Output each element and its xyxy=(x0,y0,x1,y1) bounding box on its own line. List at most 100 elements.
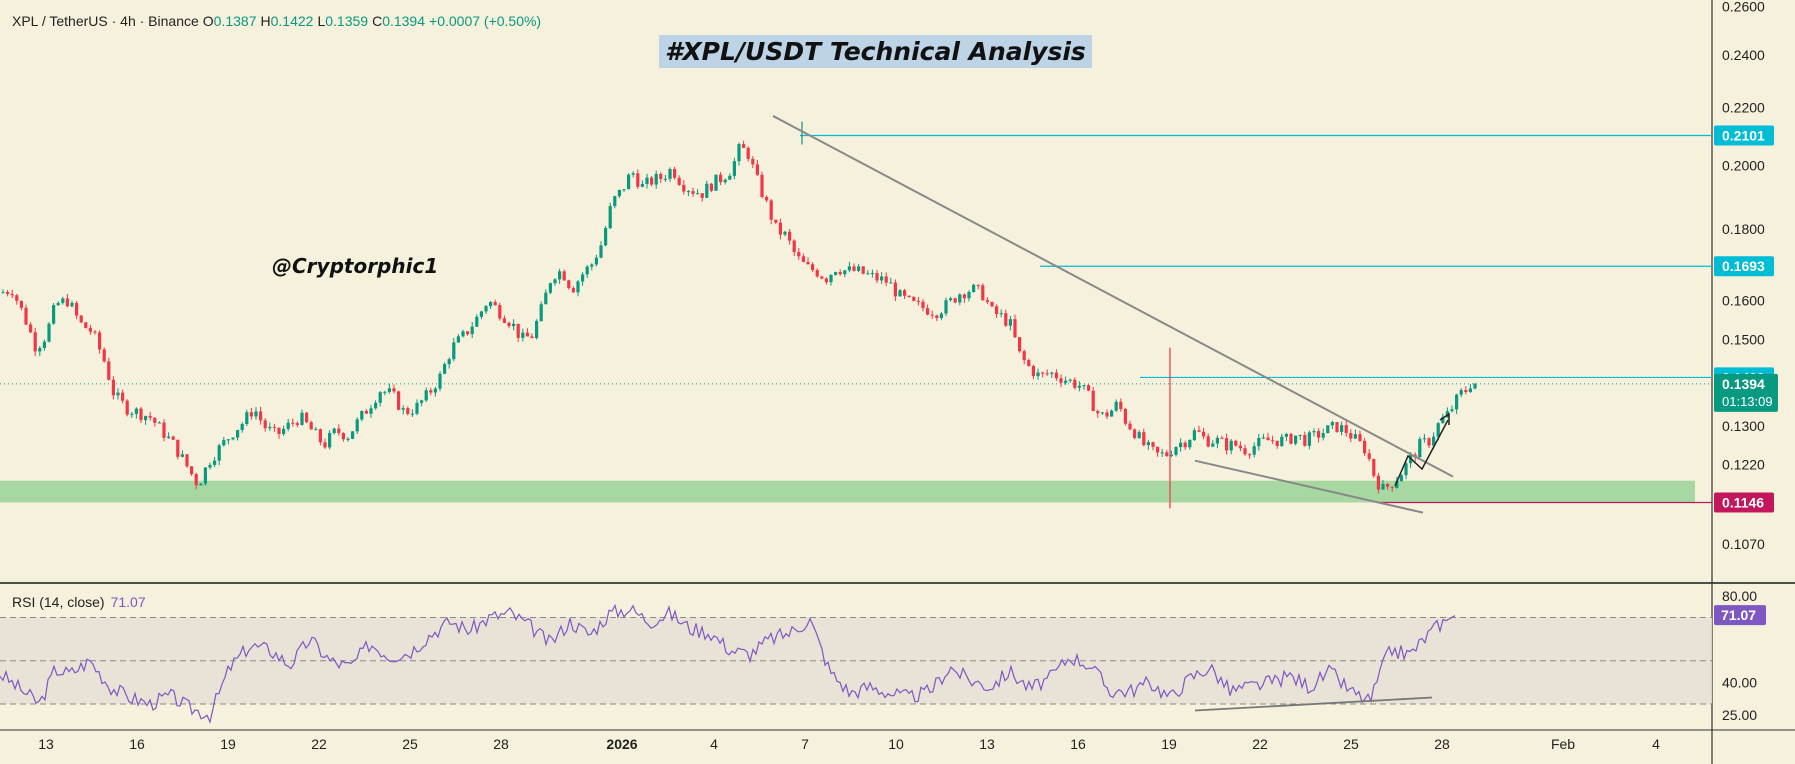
candle-body xyxy=(1064,380,1068,383)
candle-body xyxy=(392,388,396,392)
candle-body xyxy=(893,282,897,297)
candle-body xyxy=(79,315,83,323)
y-tick-label: 0.1500 xyxy=(1722,332,1765,348)
candle-body xyxy=(56,302,60,306)
rsi-value-label: 71.07 xyxy=(1721,607,1756,623)
candle-body xyxy=(548,283,552,293)
candle-body xyxy=(213,460,217,465)
candle-body xyxy=(962,294,966,299)
candle-body xyxy=(180,454,184,457)
countdown-value: 01:13:09 xyxy=(1722,394,1773,409)
candle-body xyxy=(489,301,493,307)
symbol-label[interactable]: XPL / TetherUS · 4h · Binance xyxy=(12,13,199,29)
candle-body xyxy=(820,276,824,279)
x-tick-label: Feb xyxy=(1551,736,1575,752)
y-tick-label: 0.1800 xyxy=(1722,221,1765,237)
candles xyxy=(1,121,1477,509)
x-tick-label: 28 xyxy=(493,736,509,752)
y-tick-label: 0.2000 xyxy=(1722,157,1765,173)
rsi-legend: RSI (14, close) 71.07 xyxy=(12,594,146,610)
candle-body xyxy=(999,313,1003,315)
candle-body xyxy=(378,392,382,403)
candle-body xyxy=(1188,440,1192,448)
x-tick-label: 19 xyxy=(1161,736,1177,752)
y-tick-label: 0.2400 xyxy=(1722,47,1765,63)
x-tick-label: 25 xyxy=(1343,736,1359,752)
candle-body xyxy=(640,183,644,187)
candle-body xyxy=(1013,319,1017,338)
ohlc-open: O0.1387 xyxy=(203,13,257,29)
candle-body xyxy=(746,147,750,159)
support-trendline xyxy=(1194,459,1424,514)
x-tick-label: 10 xyxy=(888,736,904,752)
support-zone-band xyxy=(0,480,1695,503)
open-label: O xyxy=(202,13,214,29)
candle-body xyxy=(742,144,746,148)
candle-body xyxy=(1114,401,1118,411)
candle-body xyxy=(360,410,364,420)
candle-body xyxy=(627,174,631,190)
candle-body xyxy=(1363,440,1367,454)
open-value: 0.1387 xyxy=(213,13,257,29)
chart-title: #XPL/USDT Technical Analysis xyxy=(659,35,1092,68)
candle-body xyxy=(1096,411,1100,414)
candle-body xyxy=(415,402,419,414)
candle-body xyxy=(645,177,649,184)
candle-body xyxy=(838,272,842,275)
candle-body xyxy=(1252,446,1256,455)
author-handle: @Cryptorphic1 xyxy=(272,254,439,278)
candle-body xyxy=(153,417,157,423)
level-label-bg xyxy=(1714,125,1774,146)
candle-body xyxy=(903,290,907,296)
low-value: 0.1359 xyxy=(325,13,369,29)
level-label: 0.1693 xyxy=(1722,258,1765,274)
candle-body xyxy=(1192,430,1196,441)
candle-body xyxy=(65,298,69,307)
candle-body xyxy=(323,442,327,448)
candle-body xyxy=(857,266,861,271)
candle-body xyxy=(1027,360,1031,367)
candle-body xyxy=(38,348,42,352)
candle-body xyxy=(387,388,391,392)
candle-body xyxy=(562,271,566,281)
candle-body xyxy=(719,174,723,183)
candle-body xyxy=(682,184,686,192)
candle-body xyxy=(1229,440,1233,451)
candle-body xyxy=(875,273,879,281)
candle-body xyxy=(502,318,506,323)
candle-body xyxy=(1243,448,1247,455)
candle-body xyxy=(608,206,612,229)
candle-body xyxy=(498,305,502,319)
candle-body xyxy=(75,302,79,316)
candle-body xyxy=(944,300,948,314)
candle-body xyxy=(433,388,437,393)
ohlc-high: H0.1422 xyxy=(260,13,313,29)
candle-body xyxy=(567,280,571,289)
candle-body xyxy=(346,438,350,440)
candle-body xyxy=(286,422,290,429)
price-axis: 0.2600 0.2400 0.2200 0.2000 0.1800 0.1600 0.15… xyxy=(1714,0,1778,723)
rsi-pane xyxy=(0,603,1712,724)
candle-body xyxy=(921,301,925,309)
candle-body xyxy=(1142,432,1146,446)
candle-body xyxy=(1464,390,1468,392)
level-label: 0.2101 xyxy=(1722,128,1765,144)
x-tick-label: 13 xyxy=(38,736,54,752)
candle-body xyxy=(1289,433,1293,444)
candle-body xyxy=(673,169,677,178)
candle-body xyxy=(452,342,456,360)
candle-body xyxy=(1248,454,1252,456)
candle-body xyxy=(1381,483,1385,490)
candle-body xyxy=(535,320,539,339)
low-label: L xyxy=(317,13,326,29)
candle-body xyxy=(1257,437,1261,447)
candle-body xyxy=(916,300,920,302)
candle-body xyxy=(1294,435,1298,444)
candle-body xyxy=(521,332,525,338)
candle-body xyxy=(134,408,138,414)
candle-body xyxy=(102,349,106,362)
candle-body xyxy=(263,420,267,429)
candle-body xyxy=(341,433,345,440)
candle-body xyxy=(755,164,759,175)
